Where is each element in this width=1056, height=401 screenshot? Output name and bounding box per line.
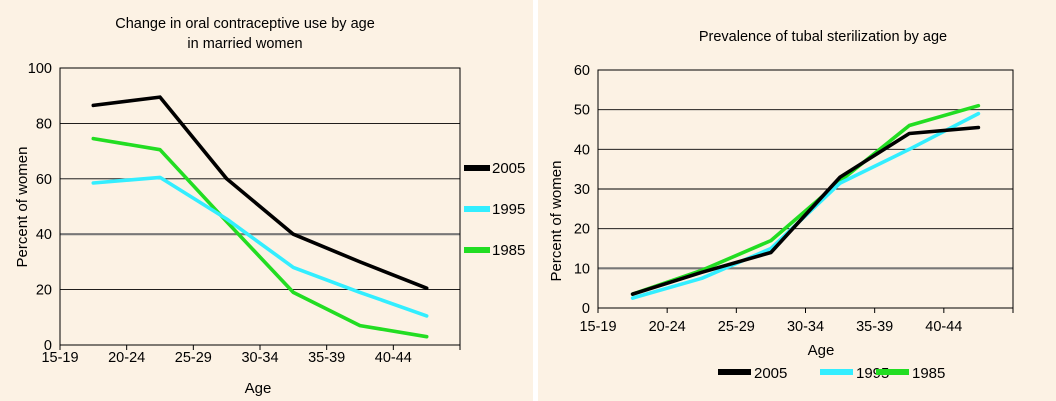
series-line-1985	[630, 103, 981, 296]
chart-title: Prevalence of tubal sterilization by age	[699, 29, 947, 45]
y-tick-label-50: 50	[574, 103, 590, 119]
tubal-sterilization-chart-panel: Prevalence of tubal sterilization by age…	[538, 0, 1056, 401]
chart-title-line-2: in married women	[187, 36, 302, 52]
x-tick-label-40-44: 40-44	[375, 350, 412, 366]
y-tick-label-40: 40	[36, 227, 52, 243]
oral-contraceptive-chart-panel: Change in oral contraceptive use by age …	[0, 0, 533, 401]
x-tick-label-40-44: 40-44	[925, 319, 962, 335]
x-tick-label-15-19: 15-19	[41, 350, 78, 366]
series-line-2005	[630, 125, 981, 296]
y-tick-label-0: 0	[582, 301, 590, 317]
series-line-1995	[630, 111, 981, 300]
legend-label-1985: 1985	[492, 242, 525, 259]
y-axis-title: Percent of women	[548, 161, 565, 282]
y-tick-label-40: 40	[574, 142, 590, 158]
x-tick-label-15-19: 15-19	[579, 319, 616, 335]
y-tick-label-80: 80	[36, 116, 52, 132]
legend-label-1995: 1995	[492, 201, 525, 218]
y-tick-label-20: 20	[574, 222, 590, 238]
legend-label-2005: 2005	[492, 160, 525, 177]
y-tick-label-60: 60	[36, 172, 52, 188]
x-axis-title: Age	[808, 342, 835, 359]
x-tick-label-35-39: 35-39	[308, 350, 345, 366]
y-tick-label-10: 10	[574, 261, 590, 277]
series-line-1985	[91, 136, 429, 339]
legend-label-2005: 2005	[754, 365, 787, 382]
y-axis-title: Percent of women	[14, 147, 31, 268]
y-tick-label-60: 60	[574, 63, 590, 79]
x-tick-label-20-24: 20-24	[108, 350, 145, 366]
x-tick-label-25-29: 25-29	[718, 319, 755, 335]
y-tick-label-30: 30	[574, 182, 590, 198]
x-tick-label-30-34: 30-34	[787, 319, 824, 335]
oral-contraceptive-chart: Change in oral contraceptive use by age …	[14, 16, 525, 397]
chart-title-line-1: Change in oral contraceptive use by age	[115, 16, 375, 32]
series-line-2005	[91, 95, 429, 291]
y-tick-label-0: 0	[44, 338, 52, 354]
x-tick-label-30-34: 30-34	[241, 350, 278, 366]
y-tick-label-20: 20	[36, 283, 52, 299]
y-tick-label-100: 100	[28, 61, 52, 77]
legend-label-1985: 1985	[912, 365, 945, 382]
x-tick-label-20-24: 20-24	[649, 319, 686, 335]
x-tick-label-35-39: 35-39	[856, 319, 893, 335]
x-axis-title: Age	[245, 380, 272, 397]
tubal-sterilization-chart: Prevalence of tubal sterilization by age…	[548, 29, 1014, 382]
x-tick-label-25-29: 25-29	[175, 350, 212, 366]
series-line-1995	[91, 175, 429, 318]
